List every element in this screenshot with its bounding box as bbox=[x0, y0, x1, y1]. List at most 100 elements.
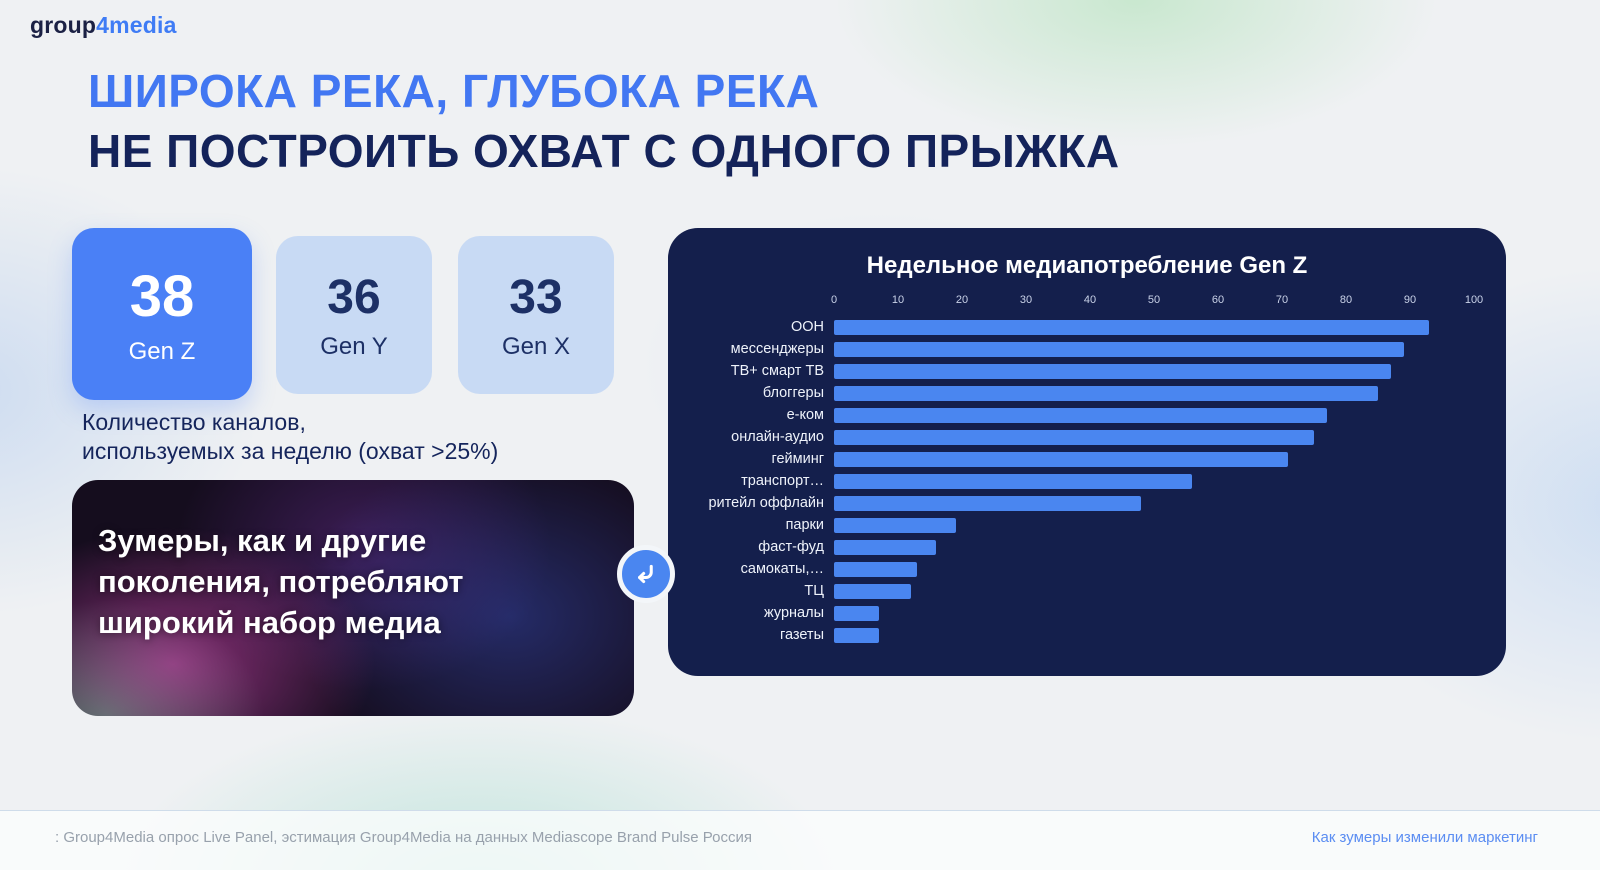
chart-bar bbox=[834, 473, 1193, 489]
x-tick-label: 50 bbox=[1147, 294, 1161, 306]
x-tick-label: 80 bbox=[1339, 294, 1353, 306]
curved-arrow-icon bbox=[638, 564, 653, 584]
chart-category-label: ритейл оффлайн bbox=[708, 495, 824, 511]
chart-row: ритейл оффлайн bbox=[692, 492, 1474, 514]
chart-bar bbox=[834, 429, 1314, 445]
brand-logo: group4media bbox=[30, 12, 177, 39]
x-tick-label: 30 bbox=[1019, 294, 1033, 306]
x-tick-label: 20 bbox=[955, 294, 969, 306]
chart-track bbox=[834, 561, 1474, 577]
stat-label-gen-z: Gen Z bbox=[128, 337, 196, 365]
chart-category-label: гейминг bbox=[771, 451, 825, 467]
x-tick-label: 60 bbox=[1211, 294, 1225, 306]
chart-panel: Недельное медиапотребление Gen Z 0 10 20 30… bbox=[668, 228, 1506, 676]
chart-row: ТВ+ смарт ТВ bbox=[692, 360, 1474, 382]
x-tick-label: 10 bbox=[891, 294, 905, 306]
chart-row: OOH bbox=[692, 316, 1474, 338]
chart-row: гейминг bbox=[692, 448, 1474, 470]
chart-bar bbox=[834, 517, 956, 533]
page-title: ШИРОКА РЕКА, ГЛУБОКА РЕКА НЕ ПОСТРОИТЬ О… bbox=[88, 62, 1120, 182]
stat-card-gen-y: 36 Gen Y bbox=[276, 236, 432, 394]
chart-category-label: ТВ+ смарт ТВ bbox=[730, 363, 824, 379]
chart-track bbox=[834, 605, 1474, 621]
chart-row: транспорт… bbox=[692, 470, 1474, 492]
chart-track bbox=[834, 363, 1474, 379]
stat-value-gen-z: 38 bbox=[129, 263, 195, 329]
chart-row: е-ком bbox=[692, 404, 1474, 426]
chart-rows: OOH мессенджеры ТВ+ смарт ТВ блоггеры е-ком о… bbox=[692, 316, 1474, 646]
chart-bar bbox=[834, 319, 1430, 335]
chart-category-label: парки bbox=[785, 517, 824, 533]
stat-value-gen-y: 36 bbox=[327, 270, 381, 324]
chart-category-label: самокаты,… bbox=[740, 561, 824, 577]
chart-bar bbox=[834, 495, 1142, 511]
chart-bar bbox=[834, 539, 937, 555]
callout-text: Зумеры, как и другие поколения, потребля… bbox=[98, 523, 464, 641]
stat-label-gen-y: Gen Y bbox=[320, 332, 388, 360]
chart-category-label: журналы bbox=[764, 605, 824, 621]
chart-category-label: транспорт… bbox=[741, 473, 824, 489]
footer: : Group4Media опрос Live Panel, эстимаци… bbox=[0, 810, 1600, 870]
chart-category-label: онлайн-аудио bbox=[731, 429, 824, 445]
chart-bar bbox=[834, 385, 1378, 401]
chart-track bbox=[834, 583, 1474, 599]
stat-caption-line1: Количество каналов, bbox=[82, 409, 306, 435]
brand-logo-part1: group bbox=[30, 12, 97, 38]
chart-x-axis: 0 10 20 30 40 50 60 70 80 90 100 bbox=[830, 294, 1483, 310]
brand-logo-part2: 4media bbox=[96, 12, 177, 38]
chart-bar bbox=[834, 341, 1404, 357]
chart-row: блоггеры bbox=[692, 382, 1474, 404]
stat-card-gen-z: 38 Gen Z bbox=[72, 228, 252, 400]
stat-value-gen-x: 33 bbox=[509, 270, 563, 324]
chart-row: ТЦ bbox=[692, 580, 1474, 602]
chart-track bbox=[834, 451, 1474, 467]
stat-label-gen-x: Gen X bbox=[501, 332, 571, 360]
stat-caption: Количество каналов, используемых за неде… bbox=[82, 408, 498, 467]
chart-bar bbox=[834, 561, 918, 577]
chart-bar bbox=[834, 363, 1391, 379]
chart-category-label: ТЦ bbox=[804, 583, 824, 599]
x-tick-label: 90 bbox=[1403, 294, 1417, 306]
x-tick-label: 0 bbox=[830, 294, 838, 306]
x-tick-label: 100 bbox=[1464, 294, 1484, 306]
footer-link[interactable]: Как зумеры изменили маркетинг bbox=[1311, 829, 1538, 846]
chart-track bbox=[834, 407, 1474, 423]
chart-bar bbox=[834, 407, 1327, 423]
chart-category-label: мессенджеры bbox=[730, 341, 824, 357]
x-tick-label: 40 bbox=[1083, 294, 1097, 306]
chart-row: газеты bbox=[692, 624, 1474, 646]
callout-card: Зумеры, как и другие поколения, потребля… bbox=[72, 480, 634, 716]
chart-row: парки bbox=[692, 514, 1474, 536]
chart-track bbox=[834, 341, 1474, 357]
footer-source: : Group4Media опрос Live Panel, эстимаци… bbox=[55, 829, 752, 846]
chart-row: самокаты,… bbox=[692, 558, 1474, 580]
chart-track bbox=[834, 319, 1474, 335]
chart-bar bbox=[834, 583, 911, 599]
x-tick-label: 70 bbox=[1275, 294, 1289, 306]
chart-track bbox=[834, 539, 1474, 555]
chart-track bbox=[834, 627, 1474, 643]
stat-card-gen-x: 33 Gen X bbox=[458, 236, 614, 394]
chart-category-label: газеты bbox=[779, 627, 824, 643]
chart-bar bbox=[834, 627, 879, 643]
chart-row: фаст-фуд bbox=[692, 536, 1474, 558]
chart-category-label: блоггеры bbox=[762, 385, 824, 401]
chart-bar bbox=[834, 605, 879, 621]
chart-track bbox=[834, 429, 1474, 445]
chart-row: онлайн-аудио bbox=[692, 426, 1474, 448]
chart-track bbox=[834, 517, 1474, 533]
chart-area: 0 10 20 30 40 50 60 70 80 90 100 OOH мессенджеры ТВ+… bbox=[668, 280, 1506, 646]
chart-row: журналы bbox=[692, 602, 1474, 624]
arrow-badge bbox=[617, 545, 675, 603]
chart-category-label: фаст-фуд bbox=[758, 539, 824, 555]
chart-category-label: е-ком bbox=[786, 407, 824, 423]
title-line-2: НЕ ПОСТРОИТЬ ОХВАТ С ОДНОГО ПРЫЖКА bbox=[88, 124, 1120, 177]
chart-bar bbox=[834, 451, 1289, 467]
chart-category-label: OOH bbox=[790, 319, 824, 335]
chart-track bbox=[834, 473, 1474, 489]
chart-row: мессенджеры bbox=[692, 338, 1474, 360]
chart-title: Недельное медиапотребление Gen Z bbox=[866, 252, 1308, 279]
title-line-1: ШИРОКА РЕКА, ГЛУБОКА РЕКА bbox=[88, 65, 820, 117]
chart-track bbox=[834, 385, 1474, 401]
